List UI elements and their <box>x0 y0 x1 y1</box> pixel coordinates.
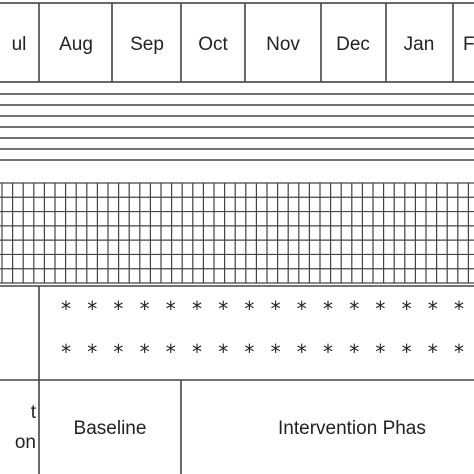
asterisk-mark: * <box>454 340 464 364</box>
asterisk-mark: * <box>87 340 97 364</box>
asterisk-mark: * <box>402 340 412 364</box>
asterisk-mark: * <box>428 340 438 364</box>
month-header-row: ul Aug Sep Oct Nov Dec Jan F <box>0 2 474 83</box>
month-label: ul <box>12 34 27 55</box>
asterisk-mark: * <box>349 340 359 364</box>
asterisk-rows: * * * * * * * * * * * * * * * * * * * * * * * * * * * * * * * * <box>61 297 464 364</box>
month-label: F <box>463 34 474 55</box>
intervention-phase-label: Intervention Phas <box>278 418 426 439</box>
asterisk-mark: * <box>192 340 202 364</box>
asterisk-mark: * <box>166 297 176 321</box>
asterisk-mark: * <box>297 340 307 364</box>
grid-band <box>0 182 474 284</box>
asterisk-mark: * <box>323 297 333 321</box>
asterisk-mark: * <box>61 297 71 321</box>
asterisk-mark: * <box>271 297 281 321</box>
month-label: Dec <box>336 34 370 55</box>
month-label: Aug <box>59 34 93 55</box>
asterisk-mark: * <box>113 297 123 321</box>
asterisk-mark: * <box>454 297 464 321</box>
baseline-label: Baseline <box>74 418 147 439</box>
month-label: Jan <box>404 34 435 55</box>
phase-left-label-line1: t <box>31 402 37 423</box>
asterisk-mark: * <box>244 297 254 321</box>
asterisk-mark: * <box>218 297 228 321</box>
asterisk-band: * * * * * * * * * * * * * * * * * * * * * * * * * * * * * * * * <box>0 285 474 380</box>
asterisk-mark: * <box>349 297 359 321</box>
month-label: Sep <box>130 34 164 55</box>
asterisk-mark: * <box>113 340 123 364</box>
asterisk-mark: * <box>271 340 281 364</box>
asterisk-mark: * <box>140 340 150 364</box>
asterisk-mark: * <box>323 340 333 364</box>
month-label: Oct <box>198 34 228 55</box>
asterisk-mark: * <box>375 340 385 364</box>
horizontal-lines-band <box>0 93 474 161</box>
asterisk-mark: * <box>61 340 71 364</box>
month-header-frame <box>0 2 474 83</box>
asterisk-mark: * <box>402 297 412 321</box>
month-label: Nov <box>266 34 300 55</box>
asterisk-mark: * <box>375 297 385 321</box>
asterisk-mark: * <box>166 340 176 364</box>
asterisk-mark: * <box>297 297 307 321</box>
phase-left-label-line2: on <box>15 432 36 453</box>
phase-row: t on Baseline Intervention Phas <box>0 379 474 474</box>
asterisk-mark: * <box>244 340 254 364</box>
asterisk-mark: * <box>87 297 97 321</box>
asterisk-mark: * <box>218 340 228 364</box>
asterisk-mark: * <box>428 297 438 321</box>
asterisk-mark: * <box>140 297 150 321</box>
asterisk-mark: * <box>192 297 202 321</box>
